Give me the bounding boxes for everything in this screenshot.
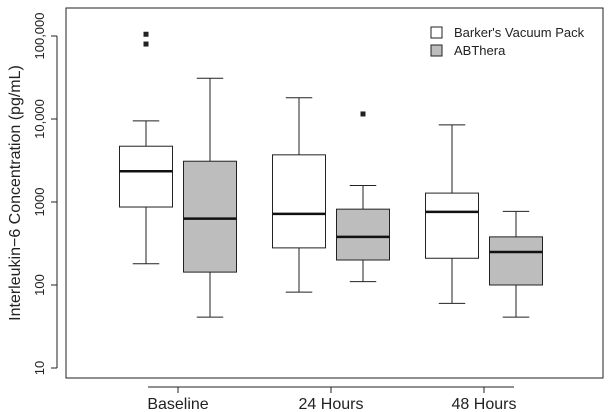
legend: Barker's Vacuum Pack ABThera [430, 25, 585, 58]
legend-swatch-0 [430, 26, 443, 39]
outlier-0 [360, 111, 366, 117]
y-axis-title: Interleukin−6 Concentration (pg/mL) [7, 65, 24, 321]
box-iqr [272, 154, 326, 249]
y-tick-label-1: 100 [32, 274, 47, 296]
outlier-0 [143, 41, 149, 47]
box-1-2 [489, 210, 543, 318]
box-0-0 [119, 31, 173, 265]
x-tick-label-0: Baseline [147, 396, 208, 412]
y-tick-label-0: 10 [32, 361, 47, 375]
x-tick-label-2: 48 Hours [452, 396, 517, 412]
y-axis: 10 100 1000 10,000 100,000 [32, 13, 58, 375]
legend-label-1: ABThera [454, 43, 506, 58]
x-tick-label-1: 24 Hours [299, 396, 364, 412]
box-0-2 [425, 124, 479, 304]
y-tick-label-4: 100,000 [32, 13, 47, 60]
series-0 [119, 31, 479, 304]
box-iqr [336, 208, 390, 261]
series-1 [183, 77, 543, 318]
box-iqr [119, 145, 173, 208]
box-iqr [489, 236, 543, 286]
box-series [119, 31, 543, 318]
plot-frame [65, 7, 604, 379]
y-tick-label-3: 10,000 [32, 99, 47, 139]
box-iqr [425, 192, 479, 259]
box-1-1 [336, 111, 390, 283]
y-tick-label-2: 1000 [32, 188, 47, 217]
box-1-0 [183, 77, 237, 318]
box-0-1 [272, 97, 326, 293]
outlier-1 [143, 31, 149, 37]
legend-label-0: Barker's Vacuum Pack [454, 25, 585, 40]
box-iqr [183, 160, 237, 273]
legend-swatch-1 [430, 44, 443, 57]
x-axis: Baseline 24 Hours 48 Hours [147, 386, 517, 412]
